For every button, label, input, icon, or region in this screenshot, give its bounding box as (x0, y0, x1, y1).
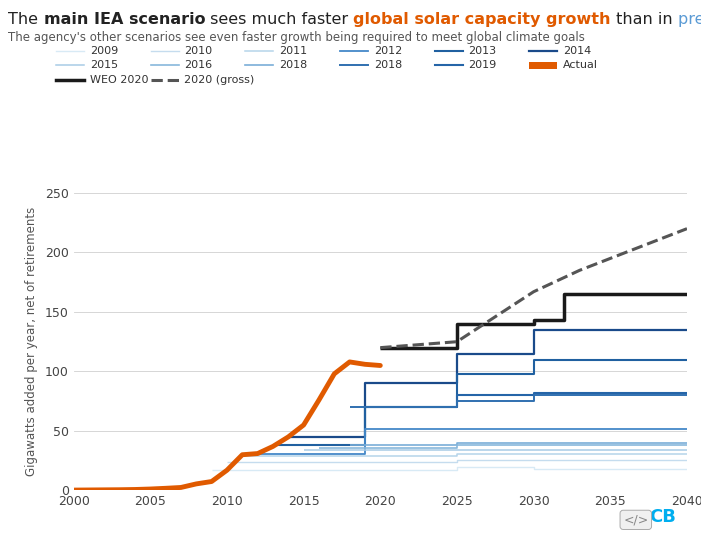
Text: 2016: 2016 (184, 61, 212, 70)
Text: 2020 (gross): 2020 (gross) (184, 75, 254, 85)
Text: previous years: previous years (678, 12, 701, 27)
Text: CB: CB (650, 508, 676, 526)
Text: sees much faster: sees much faster (205, 12, 353, 27)
Text: Actual: Actual (563, 61, 598, 70)
Text: 2015: 2015 (90, 61, 118, 70)
Y-axis label: Gigawatts added per year, net of retirements: Gigawatts added per year, net of retirem… (25, 207, 38, 477)
Text: The agency's other scenarios see even faster growth being required to meet globa: The agency's other scenarios see even fa… (8, 31, 585, 44)
Text: 2014: 2014 (563, 46, 591, 56)
Text: The: The (8, 12, 43, 27)
Text: global solar capacity growth: global solar capacity growth (353, 12, 611, 27)
Text: WEO 2020: WEO 2020 (90, 75, 148, 85)
Text: 2018: 2018 (374, 61, 402, 70)
Text: 2009: 2009 (90, 46, 118, 56)
Text: 2011: 2011 (279, 46, 307, 56)
Text: 2019: 2019 (468, 61, 496, 70)
Text: 2012: 2012 (374, 46, 402, 56)
Text: 2018: 2018 (279, 61, 307, 70)
Text: </>: </> (623, 513, 648, 526)
Text: than in: than in (611, 12, 678, 27)
Text: 2013: 2013 (468, 46, 496, 56)
Text: 2010: 2010 (184, 46, 212, 56)
Text: main IEA scenario: main IEA scenario (43, 12, 205, 27)
